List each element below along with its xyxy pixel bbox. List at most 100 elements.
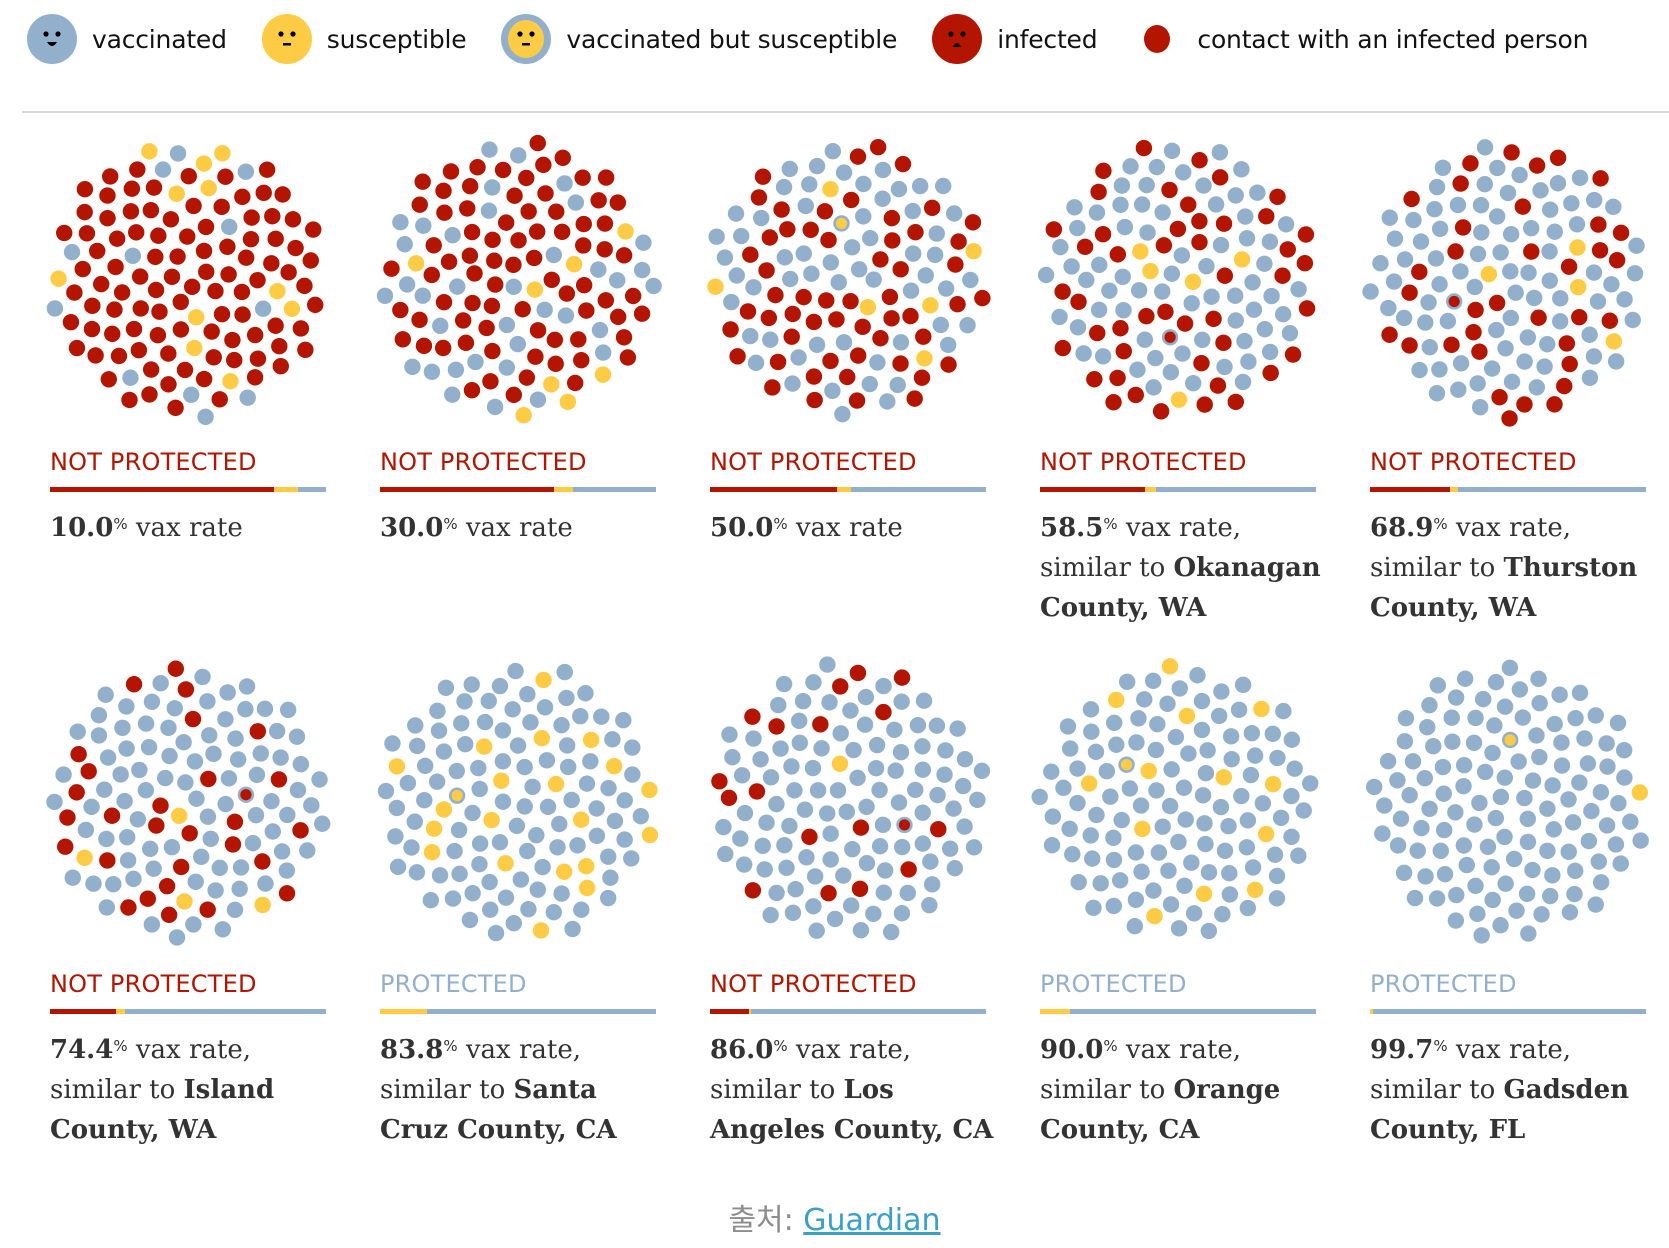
person-dot-vaccinated xyxy=(97,686,114,703)
person-dot-vaccinated xyxy=(835,334,853,351)
person-dot-vaccinated xyxy=(772,740,789,757)
person-dot-vaccinated xyxy=(928,717,946,734)
person-dot-vaccinated xyxy=(1145,882,1162,899)
person-dot-infected xyxy=(185,197,202,215)
person-dot-infected xyxy=(1467,301,1484,319)
person-dot-infected xyxy=(624,287,642,305)
person-dot-vaccinated xyxy=(396,236,413,253)
person-dot-infected xyxy=(575,237,592,254)
person-dot-vaccinated xyxy=(1505,850,1523,868)
legend-item-vaccinated-susceptible: vaccinated but susceptible xyxy=(500,13,897,65)
person-dot-vaccinated xyxy=(497,889,515,906)
person-dot-vaccinated xyxy=(160,719,177,737)
person-dot-infected xyxy=(1209,377,1227,394)
person-dot-vaccinated xyxy=(1233,787,1250,805)
person-dot-vaccinated xyxy=(448,762,465,780)
person-dot-vaccinated xyxy=(921,896,938,914)
person-dot-vaccinated xyxy=(1439,312,1457,330)
person-dot-vaccinated xyxy=(754,837,771,855)
person-dot-vaccinated-susceptible xyxy=(833,215,850,232)
person-dot-vaccinated xyxy=(1528,379,1545,396)
person-dot-vaccinated xyxy=(453,715,470,732)
person-dot-vaccinated xyxy=(404,358,421,376)
person-dot-vaccinated xyxy=(1605,198,1622,216)
person-dot-vaccinated xyxy=(922,853,939,870)
person-dot-infected xyxy=(1503,144,1520,161)
person-dot-vaccinated xyxy=(1419,719,1436,736)
person-dot-vaccinated xyxy=(753,209,770,227)
person-dot-infected xyxy=(478,319,495,337)
person-dot-vaccinated xyxy=(1075,345,1092,362)
person-dot-susceptible xyxy=(1108,691,1125,709)
person-dot-vaccinated xyxy=(893,838,911,856)
person-dot-vaccinated xyxy=(389,858,407,876)
person-dot-vaccinated xyxy=(1545,821,1562,838)
person-dot-infected xyxy=(172,321,190,338)
person-dot-vaccinated xyxy=(762,769,780,786)
person-dot-vaccinated xyxy=(1603,276,1620,293)
person-dot-vaccinated xyxy=(1136,691,1153,708)
person-dot-vaccinated xyxy=(1189,667,1206,684)
person-dot-vaccinated xyxy=(808,336,826,354)
person-dot-infected xyxy=(801,828,818,846)
person-dot-vaccinated xyxy=(201,727,218,744)
person-dot-vaccinated xyxy=(1474,690,1492,708)
person-dot-vaccinated xyxy=(392,213,409,231)
person-dot-vaccinated xyxy=(929,786,946,804)
person-dot-infected xyxy=(1601,312,1619,329)
person-dot-vaccinated xyxy=(1524,772,1542,789)
person-dot-vaccinated xyxy=(1560,843,1577,860)
person-dot-infected xyxy=(88,242,106,260)
outcome-bar xyxy=(1040,487,1316,492)
person-dot-vaccinated xyxy=(528,826,545,844)
person-dot-vaccinated xyxy=(1541,243,1558,260)
person-dot-vaccinated xyxy=(1133,196,1151,213)
person-dot-vaccinated xyxy=(498,359,516,376)
bar-segment-infected xyxy=(380,487,554,492)
person-dot-vaccinated xyxy=(119,852,137,869)
person-dot-infected xyxy=(83,320,101,338)
vax-rate-value: 99.7 xyxy=(1370,1035,1434,1065)
person-dot-susceptible xyxy=(254,896,271,914)
person-dot-susceptible xyxy=(269,283,286,300)
vax-rate-value: 10.0 xyxy=(50,513,114,543)
person-dot-vaccinated xyxy=(556,175,573,192)
person-dot-infected xyxy=(893,669,911,686)
person-dot-infected xyxy=(258,161,276,178)
outcome-bar xyxy=(1370,487,1646,492)
person-dot-vaccinated xyxy=(1567,862,1584,880)
person-dot-infected xyxy=(411,311,428,328)
person-dot-vaccinated xyxy=(545,246,562,264)
person-dot-infected xyxy=(436,204,453,221)
source-link[interactable]: Guardian xyxy=(803,1203,941,1238)
person-dot-vaccinated xyxy=(1365,778,1383,796)
person-dot-vaccinated xyxy=(377,782,395,800)
person-dot-infected xyxy=(200,770,217,788)
person-dot-infected xyxy=(1127,386,1144,404)
person-dot-vaccinated xyxy=(1082,827,1099,844)
person-dot-infected xyxy=(1196,396,1213,413)
person-dot-infected xyxy=(1215,334,1232,352)
person-dot-vaccinated xyxy=(1376,797,1393,814)
person-dot-vaccinated xyxy=(768,795,785,813)
person-dot-vaccinated xyxy=(588,827,606,845)
person-dot-vaccinated xyxy=(632,808,650,825)
person-dot-susceptible xyxy=(582,731,600,749)
person-dot-vaccinated xyxy=(1452,355,1470,372)
person-dot-infected xyxy=(947,256,964,273)
person-dot-vaccinated xyxy=(1553,734,1570,751)
bar-segment-susceptible xyxy=(1370,1009,1373,1014)
person-dot-vaccinated xyxy=(796,801,814,818)
person-dot-vaccinated xyxy=(202,830,219,848)
person-dot-vaccinated xyxy=(851,261,868,278)
person-dot-vaccinated xyxy=(804,759,822,777)
person-dot-infected xyxy=(1115,342,1132,360)
person-dot-vaccinated xyxy=(832,725,849,742)
person-dot-vaccinated xyxy=(1520,925,1537,942)
outcome-bar xyxy=(710,487,986,492)
person-dot-vaccinated xyxy=(1290,847,1307,864)
vax-rate-value: 58.5 xyxy=(1040,513,1104,543)
person-dot-vaccinated xyxy=(486,398,504,416)
person-dot-vaccinated xyxy=(1455,837,1473,854)
population-cluster xyxy=(376,134,662,424)
